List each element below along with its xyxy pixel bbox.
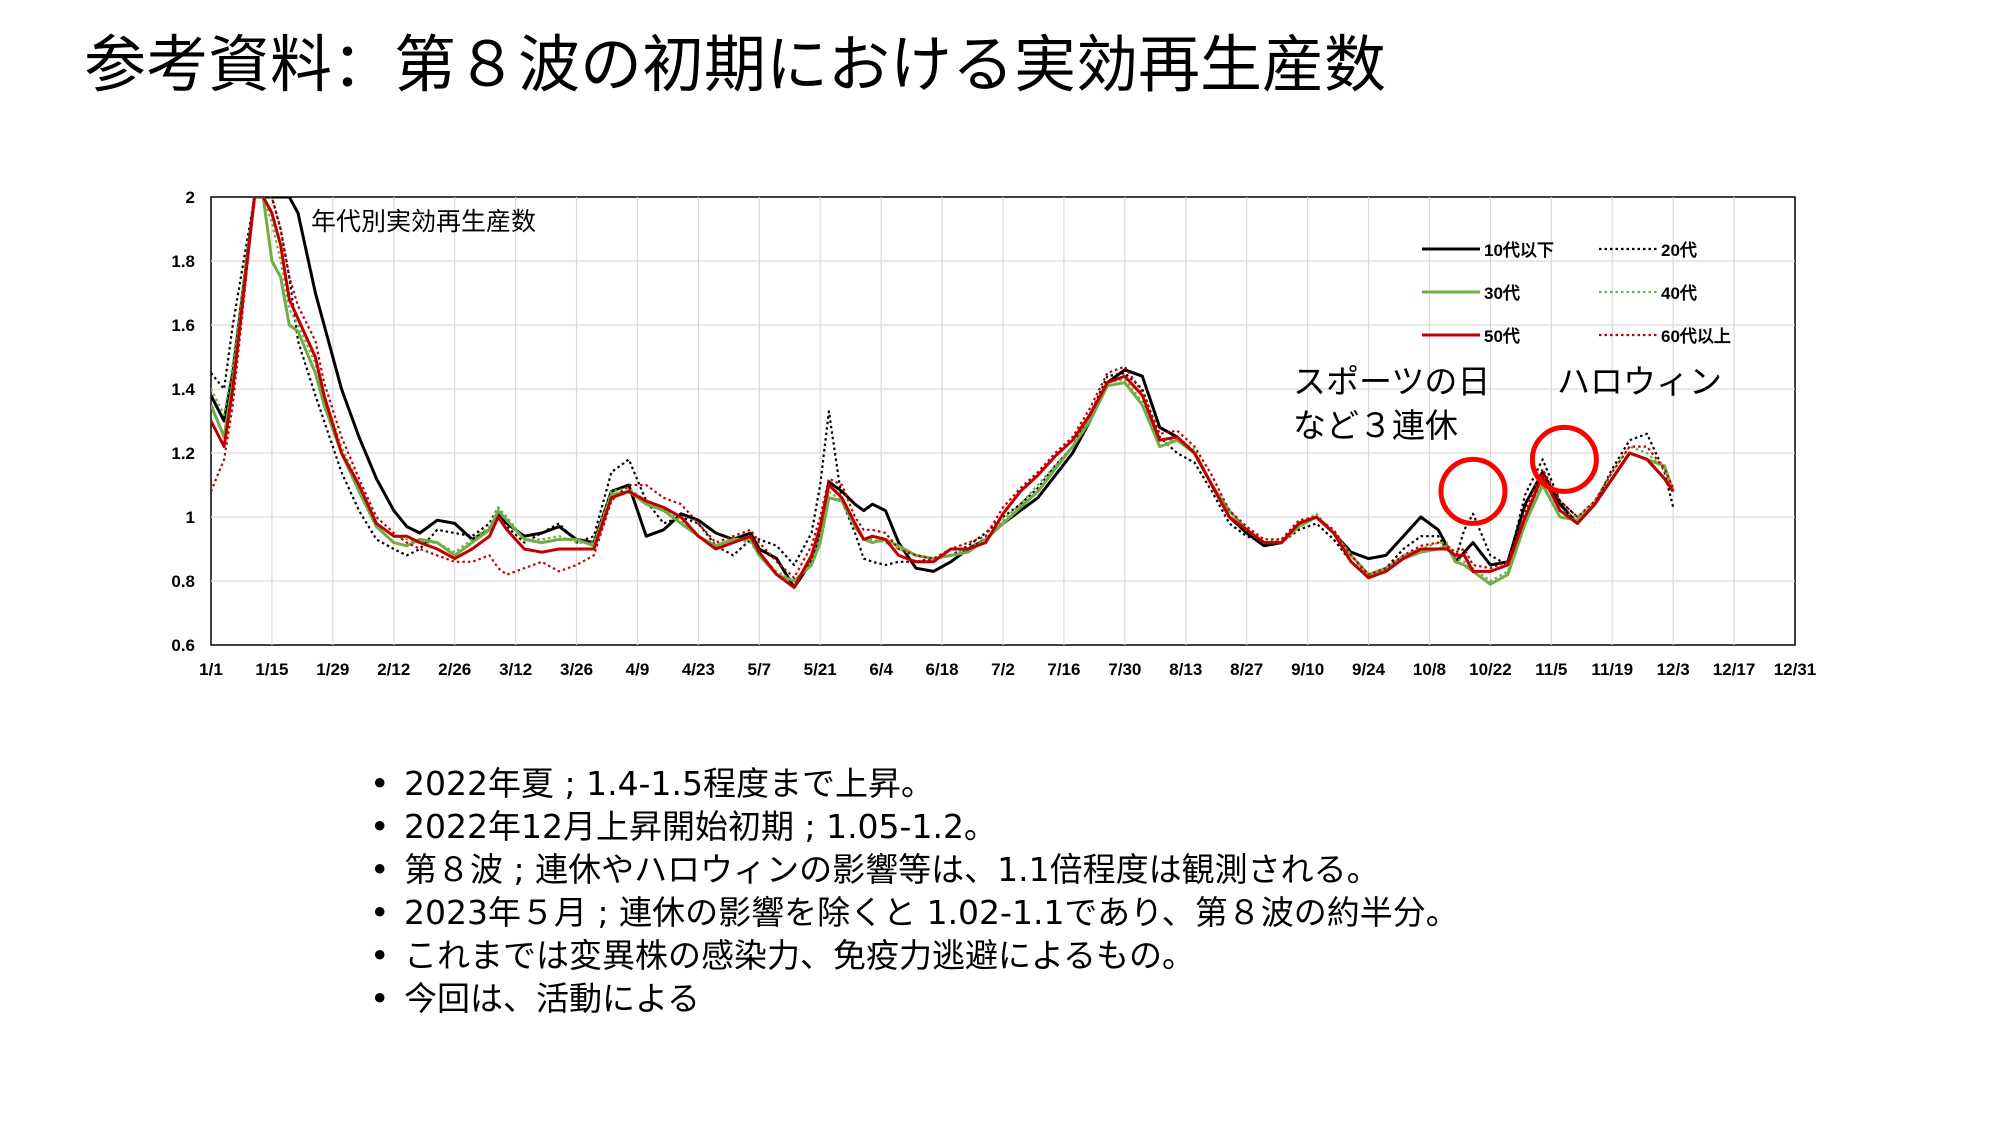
x-tick-label: 4/9 — [626, 660, 650, 679]
series-line — [211, 197, 1675, 589]
legend-label: 50代 — [1484, 326, 1520, 346]
legend-label: 60代以上 — [1661, 326, 1731, 346]
y-tick-label: 1.2 — [171, 444, 195, 463]
series-line — [211, 197, 1675, 589]
x-tick-label: 5/21 — [804, 660, 837, 679]
x-axis-ticks: 1/1 1/15 1/29 2/12 2/26 3/12 3/26 4/9 4/23 5/7 5/2… — [199, 660, 1816, 679]
bullet-item: • 今回は、活動による — [370, 977, 1459, 1020]
bullet-dot: • — [370, 807, 390, 846]
x-tick-label: 12/17 — [1713, 660, 1756, 679]
x-tick-label: 2/12 — [377, 660, 410, 679]
bullet-item: • 2022年夏 ; 1.4-1.5程度まで上昇。 — [370, 762, 1459, 805]
bullet-text: これまでは変異株の感染力、免疫力逃避によるもの。 — [404, 936, 1196, 975]
x-tick-label: 10/8 — [1413, 660, 1446, 679]
chart-title: 年代別実効再生産数 — [311, 207, 536, 236]
x-tick-label: 7/2 — [991, 660, 1015, 679]
x-tick-label: 1/29 — [316, 660, 349, 679]
bullet-dot: • — [370, 979, 390, 1018]
bullet-text: 第８波 ; 連休やハロウィンの影響等は、1.1倍程度は観測される。 — [404, 850, 1380, 889]
bullet-text: 2022年夏 ; 1.4-1.5程度まで上昇。 — [404, 764, 934, 803]
legend-label: 30代 — [1484, 283, 1520, 303]
x-tick-label: 1/1 — [199, 660, 223, 679]
x-tick-label: 7/30 — [1108, 660, 1141, 679]
y-tick-label: 1.4 — [171, 380, 195, 399]
y-tick-label: 1.8 — [171, 252, 195, 271]
annotation-label: スポーツの日 — [1293, 362, 1490, 401]
bullet-dot: • — [370, 936, 390, 975]
x-tick-label: 8/27 — [1230, 660, 1263, 679]
bullet-text: 2022年12月上昇開始初期 ; 1.05-1.2。 — [404, 807, 997, 846]
x-tick-label: 11/5 — [1535, 660, 1567, 679]
x-tick-label: 6/4 — [869, 660, 893, 679]
bullet-dot: • — [370, 764, 390, 803]
annotation-label: ハロウィン — [1557, 362, 1722, 401]
x-tick-label: 12/31 — [1774, 660, 1817, 679]
x-tick-label: 7/16 — [1047, 660, 1080, 679]
x-tick-label: 1/15 — [255, 660, 288, 679]
x-tick-label: 3/26 — [560, 660, 593, 679]
annotation-circle — [1438, 456, 1508, 526]
x-tick-label: 10/22 — [1469, 660, 1512, 679]
bullet-dot: • — [370, 893, 390, 932]
x-tick-label: 11/19 — [1591, 660, 1633, 679]
y-tick-label: 0.6 — [171, 636, 195, 655]
legend-label: 40代 — [1661, 283, 1697, 303]
legend: 10代以下 20代 30代 40代 50代 60代以上 — [1422, 240, 1731, 346]
x-tick-label: 8/13 — [1169, 660, 1202, 679]
bullet-list: • 2022年夏 ; 1.4-1.5程度まで上昇。 • 2022年12月上昇開始初期… — [370, 762, 1459, 1020]
y-tick-label: 1.6 — [171, 316, 195, 335]
x-tick-label: 3/12 — [499, 660, 532, 679]
series-line — [211, 197, 1675, 576]
x-tick-label: 5/7 — [747, 660, 771, 679]
bullet-item: • 2023年５月 ; 連休の影響を除くと 1.02-1.1であり、第８波の約半分… — [370, 891, 1459, 934]
y-tick-label: 0.8 — [171, 572, 195, 591]
x-tick-label: 9/10 — [1291, 660, 1324, 679]
y-tick-label: 1 — [186, 508, 195, 527]
x-tick-label: 4/23 — [682, 660, 715, 679]
y-tick-label: 2 — [186, 188, 195, 207]
slide-title: 参考資料：第８波の初期における実効再生産数 — [84, 28, 1387, 101]
bullet-text: 今回は、活動による — [404, 979, 701, 1018]
series-line — [211, 197, 1675, 579]
annotation-circle — [1529, 424, 1599, 494]
y-axis-ticks: 0.6 0.8 1 1.2 1.4 1.6 1.8 2 — [171, 188, 195, 655]
bullet-item: • これまでは変異株の感染力、免疫力逃避によるもの。 — [370, 934, 1459, 977]
bullet-item: • 2022年12月上昇開始初期 ; 1.05-1.2。 — [370, 805, 1459, 848]
chart: 1/1 1/15 1/29 2/12 2/26 3/12 3/26 4/9 4/23 5/7 5/2… — [171, 188, 1816, 679]
annotation-label: など３連休 — [1293, 406, 1458, 445]
bullet-item: • 第８波 ; 連休やハロウィンの影響等は、1.1倍程度は観測される。 — [370, 848, 1459, 891]
x-tick-label: 12/3 — [1657, 660, 1690, 679]
x-tick-label: 2/26 — [438, 660, 471, 679]
bullet-dot: • — [370, 850, 390, 889]
bullet-text: 2023年５月 ; 連休の影響を除くと 1.02-1.1であり、第８波の約半分。 — [404, 893, 1459, 932]
x-tick-label: 6/18 — [926, 660, 959, 679]
x-tick-label: 9/24 — [1352, 660, 1386, 679]
series-lines — [211, 197, 1675, 589]
legend-label: 10代以下 — [1484, 240, 1554, 260]
legend-label: 20代 — [1661, 240, 1697, 260]
